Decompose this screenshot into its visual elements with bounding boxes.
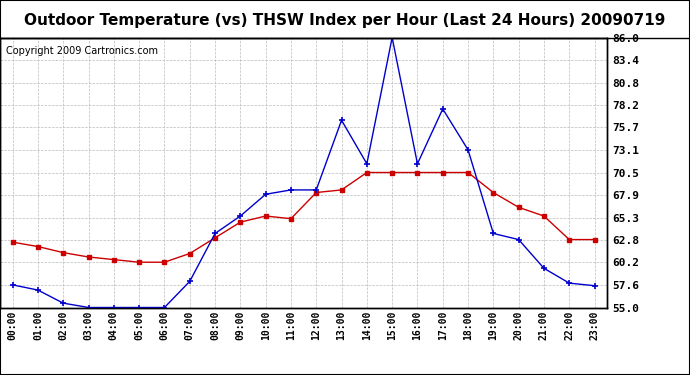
Text: Copyright 2009 Cartronics.com: Copyright 2009 Cartronics.com: [6, 46, 158, 56]
Text: Outdoor Temperature (vs) THSW Index per Hour (Last 24 Hours) 20090719: Outdoor Temperature (vs) THSW Index per …: [24, 13, 666, 28]
